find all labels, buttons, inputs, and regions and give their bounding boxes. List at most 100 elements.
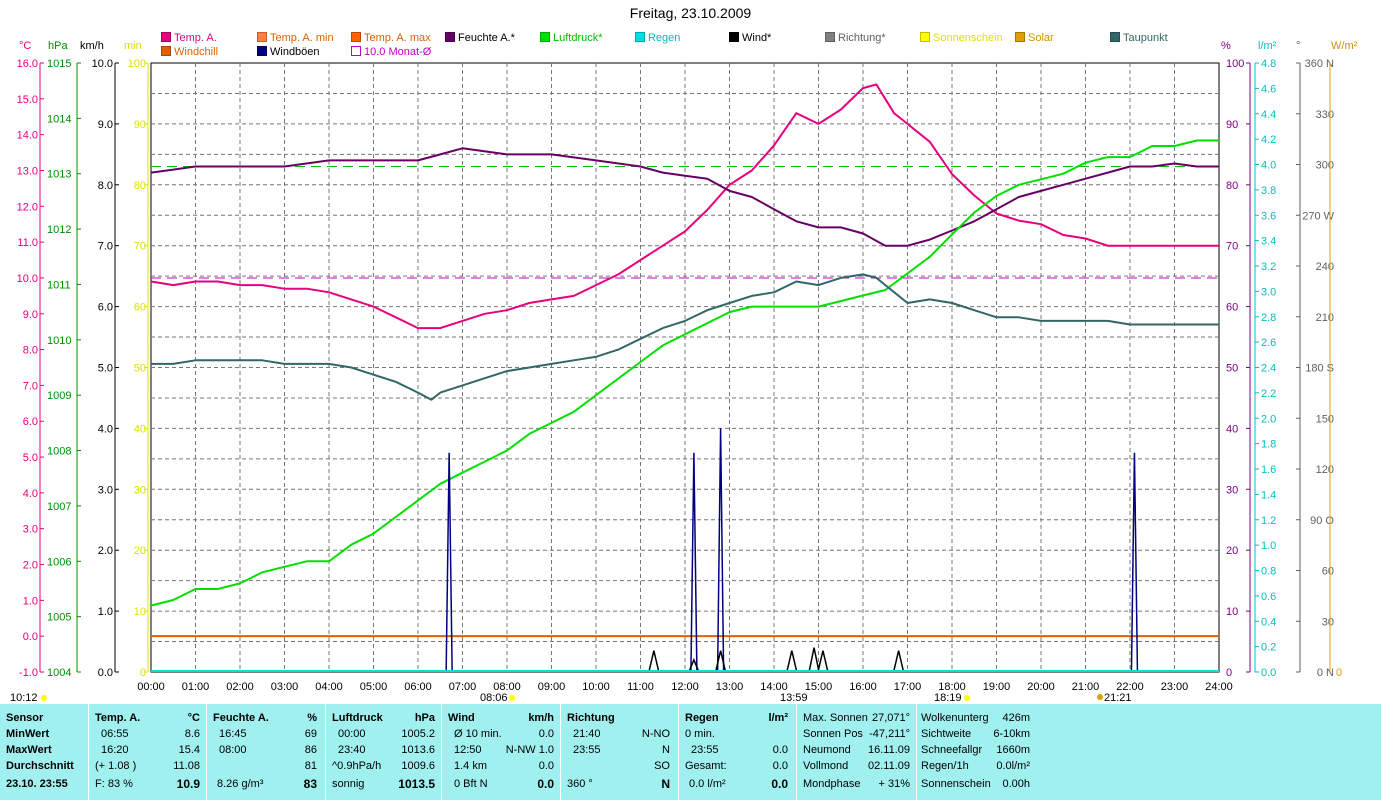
axis-tick-label-sun_min: 0	[140, 667, 146, 679]
series-line	[150, 139, 1219, 607]
axis-tick-label-rain_lm2: 1.2	[1261, 515, 1276, 527]
axis-head-pressure: hPa	[48, 40, 68, 52]
press-state: sonnig	[332, 778, 365, 790]
legend-swatch	[540, 32, 550, 42]
axis-tick-label-rain_lm2: 0.8	[1261, 566, 1276, 578]
axis-tick-label-humidity_pct: 20	[1226, 545, 1238, 557]
axis-tick-label-temp_c: 8.0	[23, 345, 38, 357]
wind-peak	[716, 428, 725, 673]
x-tick-label: 12:00	[671, 681, 699, 693]
axis-tick-label-pressure_hpa: 1006	[47, 556, 71, 568]
wind-peak	[1130, 452, 1139, 673]
misc-sunshine-value: 0.00h	[1002, 778, 1030, 790]
legend-swatch	[920, 32, 930, 42]
sensor-max-label: MaxWert	[6, 744, 52, 756]
axis-tick-label-rain_lm2: 4.4	[1261, 109, 1276, 121]
axis-tick-label-temp_c: 1.0	[23, 595, 38, 607]
x-tick-label: 03:00	[271, 681, 299, 693]
astro-max-sun-label: Max. Sonnen	[803, 712, 868, 724]
legend-item: Luftdruck*	[540, 32, 603, 44]
x-tick-label: 07:00	[449, 681, 477, 693]
press-max-time: 23:40	[338, 744, 366, 756]
axis-head-wind: km/h	[80, 40, 104, 52]
astro-sun-pos-label: Sonnen Pos	[803, 728, 863, 740]
press-min-time: 00:00	[338, 728, 366, 740]
dir-current: N	[661, 777, 670, 791]
axis-tick-label-direction_deg: 240	[1316, 261, 1334, 273]
legend-item: Taupunkt	[1110, 32, 1168, 44]
legend-swatch	[635, 32, 645, 42]
temp-current: 10.9	[176, 777, 200, 791]
axis-tick-label-temp_c: 12.0	[17, 201, 38, 213]
sunset-icon	[964, 695, 970, 701]
axis-tick-label-temp_c: 6.0	[23, 416, 38, 428]
temp-min-value: 8.6	[184, 728, 200, 740]
footer-table: Sensor MinWert MaxWert Durchschnitt 23.1…	[0, 704, 1381, 800]
axis-tick-label-wind_kmh: 8.0	[98, 180, 113, 192]
axis-tick-label-wind_kmh: 3.0	[98, 484, 113, 496]
x-tick-label: 24:00	[1205, 681, 1233, 693]
axis-tick-label-wind_kmh: 7.0	[98, 241, 113, 253]
wind-max-value: N-NW 1.0	[505, 744, 554, 756]
x-tick-label: 13:00	[716, 681, 744, 693]
axis-tick-label-sun_min: 90	[134, 119, 146, 131]
legend-swatch	[825, 32, 835, 42]
dir-value-2: N	[662, 744, 670, 756]
x-tick-label: 23:00	[1161, 681, 1189, 693]
press-trend: ^0.9hPa/h	[332, 760, 382, 772]
axis-tick-label-direction_deg: 0 N	[1317, 667, 1334, 679]
hum-header: Feuchte A.	[213, 712, 269, 724]
press-max-value: 1013.6	[401, 744, 435, 756]
axis-tick-label-rain_lm2: 4.6	[1261, 83, 1276, 95]
axis-tick-label-direction_deg: 60	[1322, 566, 1334, 578]
axis-tick-label-rain_lm2: 0.4	[1261, 616, 1276, 628]
axis-tick-label-sun_min: 40	[134, 423, 146, 435]
axis-tick-label-temp_c: -1.0	[19, 667, 38, 679]
temp-avg-value: 11.08	[173, 760, 200, 772]
rain-total-label: Gesamt:	[685, 760, 727, 772]
footer-col-sensor: Sensor MinWert MaxWert Durchschnitt 23.1…	[0, 704, 88, 800]
footer-col-direction: Richtung 21:40 N-NO 23:55 N SO 360 ° N	[560, 704, 678, 800]
dir-time-1: 21:40	[573, 728, 601, 740]
legend-item: Windchill	[161, 46, 218, 58]
axis-tick-label-pressure_hpa: 1014	[47, 113, 71, 125]
sensor-date: 23.10. 23:55	[6, 778, 68, 790]
series-line	[151, 273, 1219, 401]
hum-unit: %	[307, 712, 317, 724]
sensor-header: Sensor	[6, 712, 44, 724]
x-tick-label: 09:00	[538, 681, 566, 693]
wind-distance: 1.4 km	[454, 760, 488, 772]
weather-chart: 00:00 01:00 02:00 03:00 04:00 05:00 06:00 07:00…	[10, 58, 1342, 704]
axis-tick-label-pressure_hpa: 1011	[47, 279, 71, 291]
axis-tick-label-temp_c: 11.0	[17, 237, 38, 249]
temp-unit: °C	[187, 712, 200, 724]
wind-header: Wind	[448, 712, 475, 724]
legend-swatch	[351, 32, 361, 42]
astro-max-sun-value: 27,071°	[871, 712, 910, 724]
rain-time-value: 0.0	[772, 744, 788, 756]
x-tick-label: 01:00	[182, 681, 210, 693]
footer-col-humidity: Feuchte A. % 16:45 69 08:00 86 81 8.26 g…	[206, 704, 325, 800]
axis-tick-label-solar: 0	[1336, 667, 1342, 679]
axis-tick-label-sun_min: 80	[134, 180, 146, 192]
axis-tick-label-wind_kmh: 5.0	[98, 363, 113, 375]
axis-tick-label-sun_min: 60	[134, 302, 146, 314]
legend-item: Temp. A. max	[351, 32, 431, 44]
hum-max-value: 86	[304, 744, 317, 756]
legend-item: Feuchte A.*	[445, 32, 515, 44]
axis-tick-label-rain_lm2: 1.6	[1261, 464, 1276, 476]
axis-head-sun: min	[124, 40, 142, 52]
axis-tick-label-rain_lm2: 4.8	[1261, 58, 1276, 70]
axis-tick-label-humidity_pct: 90	[1226, 119, 1238, 131]
rain-current: 0.0	[771, 777, 788, 791]
axis-tick-label-temp_c: 5.0	[23, 452, 38, 464]
dir-value-1: N-NO	[641, 728, 670, 740]
axis-tick-label-humidity_pct: 70	[1226, 241, 1238, 253]
footer-col-rain: Regen l/m² 0 min. 23:55 0.0 Gesamt: 0.0 …	[678, 704, 796, 800]
axis-tick-label-temp_c: 0.0	[23, 631, 38, 643]
legend-item: Solar	[1015, 32, 1054, 44]
x-tick-label: 16:00	[849, 681, 877, 693]
footer-col-pressure: Luftdruck hPa 00:00 1005.2 23:40 1013.6 …	[325, 704, 441, 800]
press-avg-value: 1009.6	[401, 760, 435, 772]
axis-tick-label-direction_deg: 360 N	[1305, 58, 1334, 70]
